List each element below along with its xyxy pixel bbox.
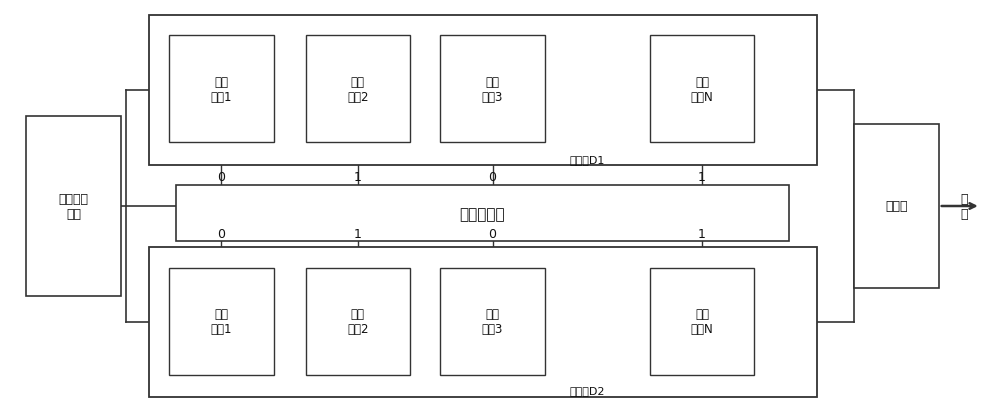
Text: 0: 0	[217, 171, 225, 183]
Text: 延时
节点1: 延时 节点1	[211, 307, 232, 335]
Text: 0: 0	[217, 228, 225, 241]
Text: 延时
节点3: 延时 节点3	[482, 307, 503, 335]
FancyBboxPatch shape	[149, 16, 817, 166]
Text: 仲裁器: 仲裁器	[885, 200, 908, 213]
Text: 延时
节点N: 延时 节点N	[691, 307, 713, 335]
Text: 延时链D2: 延时链D2	[570, 385, 605, 395]
FancyBboxPatch shape	[169, 36, 274, 143]
FancyBboxPatch shape	[169, 268, 274, 375]
FancyBboxPatch shape	[176, 186, 789, 241]
Text: 延时
节点N: 延时 节点N	[691, 76, 713, 104]
Text: 延时
节点3: 延时 节点3	[482, 76, 503, 104]
FancyBboxPatch shape	[440, 268, 545, 375]
FancyBboxPatch shape	[440, 36, 545, 143]
Text: 1: 1	[354, 171, 362, 183]
Text: 延时链D1: 延时链D1	[570, 154, 605, 164]
Text: 响
应: 响 应	[960, 192, 967, 221]
Text: 挑战发生器: 挑战发生器	[460, 206, 505, 221]
Text: 0: 0	[489, 171, 497, 183]
FancyBboxPatch shape	[306, 268, 410, 375]
Text: 延时
节点2: 延时 节点2	[347, 76, 369, 104]
FancyBboxPatch shape	[306, 36, 410, 143]
FancyBboxPatch shape	[149, 247, 817, 397]
Text: 上升沿发
生器: 上升沿发 生器	[59, 192, 89, 221]
Text: 0: 0	[489, 228, 497, 241]
Text: 延时
节点2: 延时 节点2	[347, 307, 369, 335]
Text: 1: 1	[698, 171, 706, 183]
Text: 1: 1	[354, 228, 362, 241]
FancyBboxPatch shape	[26, 116, 121, 297]
FancyBboxPatch shape	[650, 268, 754, 375]
Text: 延时
节点1: 延时 节点1	[211, 76, 232, 104]
FancyBboxPatch shape	[650, 36, 754, 143]
Text: 1: 1	[698, 228, 706, 241]
FancyBboxPatch shape	[854, 124, 939, 289]
